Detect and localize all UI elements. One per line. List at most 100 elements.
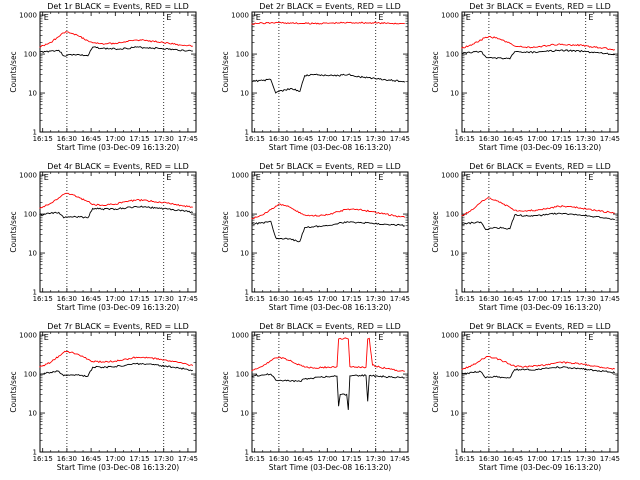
y-tick-label: 100 [446,211,459,219]
x-tick-label: 17:15 [341,295,361,303]
x-tick-label: 16:15 [455,135,475,143]
panel-title: Det 3r BLACK = Events, RED = LLD [469,2,611,11]
events-series-line [461,366,616,379]
y-tick-label: 1 [455,289,459,297]
x-tick-label: 16:30 [269,135,289,143]
y-tick-label: 1 [455,129,459,137]
x-tick-label: 16:15 [245,135,265,143]
flag-label: E [256,173,261,182]
x-tick-label: 16:45 [81,295,101,303]
y-tick-label: 1000 [441,172,459,180]
events-series-line [39,46,193,57]
x-tick-label: 17:30 [576,295,596,303]
x-tick-label: 17:30 [576,455,596,463]
flag-label: E [378,173,383,182]
x-axis-label: Start Time (03-Dec-09 16:13:20) [479,463,601,472]
x-axis-label: Start Time (03-Dec-08 16:13:20) [57,463,179,472]
x-tick-label: 16:15 [33,295,53,303]
x-tick-label: 17:00 [317,295,337,303]
flag-label: E [44,173,49,182]
y-tick-label: 1000 [19,12,37,20]
events-series-line [461,212,615,231]
y-axis-label: Counts/sec [431,371,440,412]
panel-title: Det 7r BLACK = Events, RED = LLD [47,322,189,331]
y-tick-label: 1 [245,129,249,137]
x-tick-label: 17:45 [600,135,620,143]
x-tick-label: 17:30 [366,295,386,303]
x-tick-label: 16:30 [479,135,499,143]
y-axis-label: Counts/sec [9,211,18,252]
y-tick-label: 10 [240,90,249,98]
y-tick-label: 10 [450,410,459,418]
x-axis-label: Start Time (03-Dec-09 16:13:20) [57,143,179,152]
plot-frame [461,171,619,293]
events-series-line [251,220,405,243]
flag-label: E [44,13,49,22]
detector-panel: Det 9r BLACK = Events, RED = LLD 1 10 100 10… [431,322,620,472]
y-tick-label: 100 [24,211,37,219]
detector-panel: Det 7r BLACK = Events, RED = LLD 1 10 100 10… [9,322,198,472]
panel-title: Det 9r BLACK = Events, RED = LLD [469,322,611,331]
x-tick-label: 17:15 [341,455,361,463]
detector-panel: Det 6r BLACK = Events, RED = LLD 1 10 100 10… [431,162,620,312]
events-series-line [39,362,193,378]
panel-title: Det 6r BLACK = Events, RED = LLD [469,162,611,171]
y-tick-label: 1000 [441,12,459,20]
lld-series-line [39,192,193,209]
events-series-line [461,49,615,60]
flag-label: E [588,333,593,342]
y-axis-label: Counts/sec [9,371,18,412]
x-tick-label: 16:30 [479,455,499,463]
flag-label: E [466,333,471,342]
x-tick-label: 16:15 [33,135,53,143]
y-tick-label: 10 [240,250,249,258]
events-series-line [251,373,405,410]
y-tick-label: 100 [24,371,37,379]
x-tick-label: 17:45 [600,455,620,463]
y-axis-label: Counts/sec [9,51,18,92]
y-tick-label: 10 [28,250,37,258]
x-tick-label: 16:15 [245,295,265,303]
x-tick-label: 16:30 [57,455,77,463]
plot-frame [39,11,197,133]
plot-frame [461,331,619,453]
x-tick-label: 17:00 [105,455,125,463]
x-axis-label: Start Time (03-Dec-09 16:13:20) [479,303,601,312]
lld-series-line [251,21,405,25]
x-tick-label: 17:15 [129,295,149,303]
x-tick-label: 16:15 [455,455,475,463]
lld-series-line [39,31,193,48]
flag-label: E [378,333,383,342]
detector-panel: Det 4r BLACK = Events, RED = LLD 1 10 100 10… [9,162,198,312]
panel-title: Det 1r BLACK = Events, RED = LLD [47,2,189,11]
x-tick-label: 17:00 [527,455,547,463]
y-axis-label: Counts/sec [221,51,230,92]
x-tick-label: 17:00 [317,455,337,463]
x-tick-label: 16:15 [33,455,53,463]
x-tick-label: 17:30 [154,295,174,303]
x-tick-label: 17:15 [129,135,149,143]
y-tick-label: 100 [446,51,459,59]
panel-title: Det 8r BLACK = Events, RED = LLD [259,322,401,331]
detector-panel: Det 8r BLACK = Events, RED = LLD 1 10 100 10… [221,322,410,472]
y-tick-label: 1000 [231,172,249,180]
x-tick-label: 17:15 [551,455,571,463]
y-tick-label: 10 [450,250,459,258]
x-tick-label: 17:45 [390,455,410,463]
x-tick-label: 16:15 [245,455,265,463]
detector-panel: Det 1r BLACK = Events, RED = LLD 1 10 100 10… [9,2,198,152]
panel-title: Det 4r BLACK = Events, RED = LLD [47,162,189,171]
y-tick-label: 100 [24,51,37,59]
plot-frame [39,171,197,293]
detector-panel: Det 3r BLACK = Events, RED = LLD 1 10 100 10… [431,2,620,152]
y-tick-label: 1 [245,289,249,297]
lld-series-line [461,36,615,51]
x-tick-label: 16:30 [269,295,289,303]
events-series-line [251,73,406,94]
x-tick-label: 17:00 [105,135,125,143]
x-tick-label: 17:15 [341,135,361,143]
y-tick-label: 1000 [441,332,459,340]
x-tick-label: 17:30 [576,135,596,143]
y-tick-label: 100 [236,371,249,379]
lld-series-line [461,197,615,217]
